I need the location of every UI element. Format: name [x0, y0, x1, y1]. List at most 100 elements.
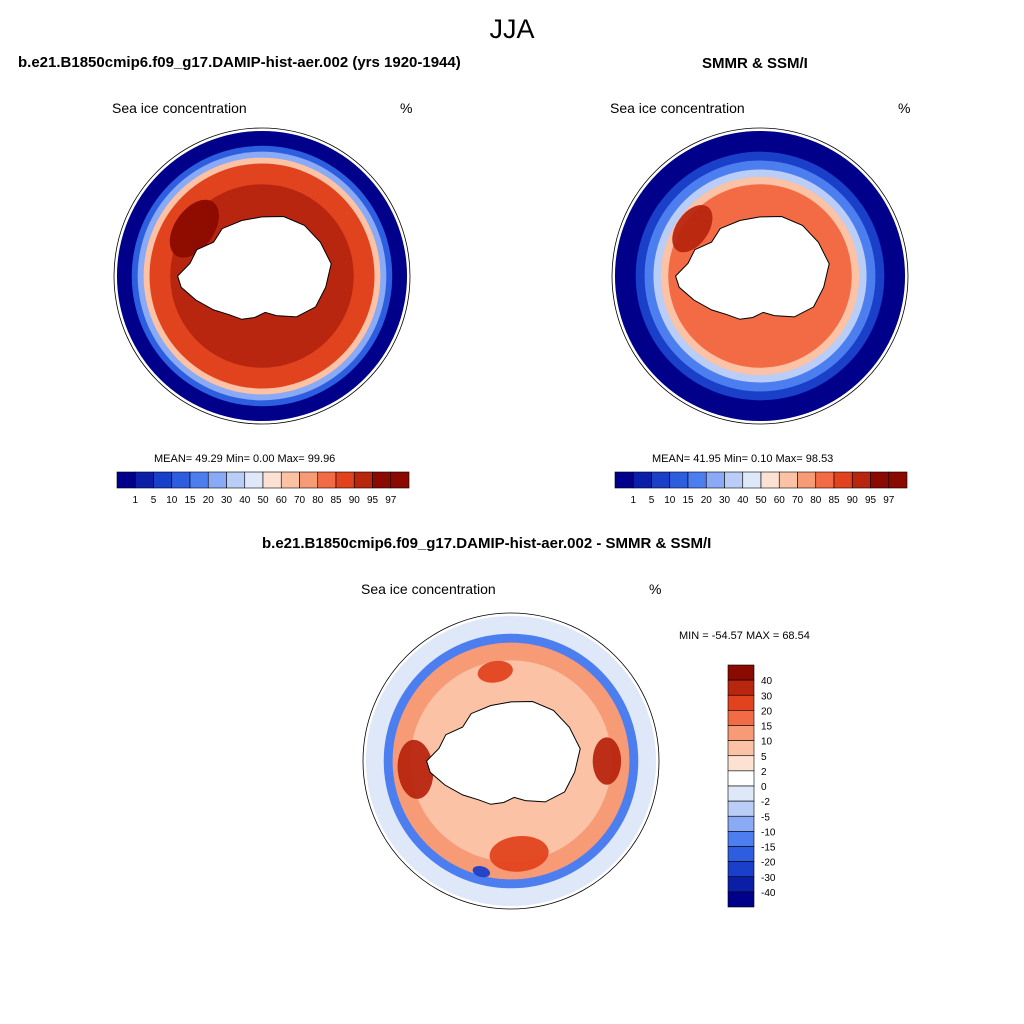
obs-map-field	[612, 128, 908, 424]
model-map-border	[113, 127, 411, 425]
diff-antarctica	[426, 700, 581, 805]
model-colorbar-swatch	[299, 471, 319, 489]
obs-colorbar-swatch	[687, 471, 707, 489]
diff-west-pos	[397, 739, 434, 799]
obs-colorbar-tick-label: 90	[847, 495, 859, 506]
model-colorbar-tick-label: 20	[203, 495, 215, 506]
obs-colorbar: 1 5 10 15 20 30 40 50 60 70 80 85 90 95 97	[614, 471, 908, 506]
model-colorbar-tick-label: 60	[276, 495, 288, 506]
model-colorbar-swatch	[280, 471, 300, 489]
diff-east-pos	[592, 737, 622, 785]
model-colorbar-swatch	[353, 471, 373, 489]
model-colorbar-tick-label: 90	[349, 495, 361, 506]
diff-map-border	[362, 612, 660, 910]
diff-colorbar-tick-label: 2	[761, 767, 767, 778]
obs-left-label: Sea ice concentration	[610, 100, 745, 116]
obs-colorbar-tick-label: 80	[810, 495, 822, 506]
obs-colorbar-swatch	[651, 471, 671, 489]
model-colorbar-swatch	[372, 471, 392, 489]
diff-colorbar-tick-label: 40	[761, 676, 773, 687]
model-units-label: %	[400, 100, 413, 116]
diff-colorbar-swatch	[727, 891, 755, 908]
model-colorbar-swatch	[153, 471, 173, 489]
model-colorbar-swatch	[244, 471, 264, 489]
obs-colorbar-swatch	[669, 471, 689, 489]
diff-colorbar-tick-label: -5	[761, 812, 770, 823]
model-colorbar-tick-label: 30	[221, 495, 233, 506]
model-colorbar-tick-label: 97	[385, 495, 397, 506]
diff-colorbar-swatch	[727, 785, 755, 802]
model-colorbar-swatch	[207, 471, 227, 489]
model-colorbar-tick-label: 95	[367, 495, 379, 506]
obs-colorbar-swatch	[760, 471, 780, 489]
diff-colorbar-swatch	[727, 800, 755, 817]
diff-map	[362, 612, 660, 910]
obs-colorbar-swatch	[833, 471, 853, 489]
obs-colorbar-swatch	[614, 471, 634, 489]
diff-colorbar-tick-label: -10	[761, 827, 776, 838]
obs-colorbar-swatch	[742, 471, 762, 489]
diff-colorbar-tick-label: -15	[761, 843, 776, 854]
model-colorbar-swatch	[171, 471, 191, 489]
diff-ross-pos	[489, 836, 549, 872]
diff-colorbar-tick-label: -40	[761, 888, 776, 899]
obs-colorbar-tick-label: 20	[701, 495, 713, 506]
model-colorbar-tick-label: 15	[184, 495, 196, 506]
diff-colorbar-swatch	[727, 725, 755, 741]
obs-map-border	[611, 127, 909, 425]
diff-colorbar-swatch	[727, 694, 755, 711]
obs-colorbar-tick-label: 10	[664, 495, 676, 506]
obs-weddell-core	[672, 204, 713, 253]
obs-colorbar-tick-label: 40	[737, 495, 749, 506]
model-colorbar-swatch	[116, 471, 136, 489]
diff-units-label: %	[649, 581, 662, 597]
model-map-field	[114, 128, 410, 424]
model-colorbar-tick-label: 80	[312, 495, 324, 506]
diff-colorbar-tick-label: -20	[761, 858, 776, 869]
obs-colorbar-tick-label: 97	[883, 495, 895, 506]
diff-colorbar-tick-label: -30	[761, 873, 776, 884]
model-colorbar-swatch	[262, 471, 282, 489]
obs-colorbar-swatch	[888, 471, 908, 489]
obs-colorbar-swatch	[705, 471, 725, 489]
obs-colorbar-swatch	[851, 471, 871, 489]
diff-neg-patch	[472, 866, 491, 878]
diff-panel-title: b.e21.B1850cmip6.f09_g17.DAMIP-hist-aer.…	[262, 535, 712, 552]
model-colorbar-tick-label: 1	[132, 495, 138, 506]
model-colorbar-swatch	[189, 471, 209, 489]
diff-colorbar-swatch	[727, 664, 755, 681]
obs-colorbar-swatch	[724, 471, 744, 489]
model-colorbar-swatch	[226, 471, 246, 489]
diff-colorbar-swatch	[727, 876, 755, 893]
diff-north-pos	[477, 660, 513, 683]
diff-colorbar-tick-label: -2	[761, 797, 770, 808]
model-colorbar-swatch	[390, 471, 410, 489]
diff-colorbar-tick-label: 15	[761, 722, 773, 733]
obs-colorbar-swatch	[632, 471, 652, 489]
diff-colorbar-tick-label: 0	[761, 782, 767, 793]
model-colorbar-swatch	[134, 471, 154, 489]
obs-colorbar-tick-label: 50	[755, 495, 767, 506]
obs-colorbar-tick-label: 5	[649, 495, 655, 506]
obs-colorbar-swatch	[778, 471, 798, 489]
model-colorbar-tick-label: 85	[330, 495, 342, 506]
diff-colorbar-tick-label: 30	[761, 691, 773, 702]
obs-colorbar-swatch	[815, 471, 835, 489]
model-colorbar-swatch	[317, 471, 337, 489]
obs-colorbar-tick-label: 60	[774, 495, 786, 506]
model-stats: MEAN= 49.29 Min= 0.00 Max= 99.96	[154, 453, 336, 465]
obs-colorbar-tick-label: 85	[828, 495, 840, 506]
obs-colorbar-tick-label: 30	[719, 495, 731, 506]
diff-colorbar-tick-label: 20	[761, 706, 773, 717]
diff-stats: MIN = -54.57 MAX = 68.54	[679, 630, 810, 642]
diff-colorbar-swatch	[727, 710, 755, 726]
model-colorbar-tick-label: 5	[151, 495, 157, 506]
model-left-label: Sea ice concentration	[112, 100, 247, 116]
diff-colorbar-swatch	[727, 755, 755, 772]
model-colorbar: 1 5 10 15 20 30 40 50 60 70 80 85 90 95 97	[116, 471, 410, 506]
diff-colorbar-swatch	[727, 815, 755, 832]
obs-colorbar-tick-label: 1	[630, 495, 636, 506]
model-colorbar-tick-label: 50	[257, 495, 269, 506]
obs-stats: MEAN= 41.95 Min= 0.10 Max= 98.53	[652, 453, 834, 465]
